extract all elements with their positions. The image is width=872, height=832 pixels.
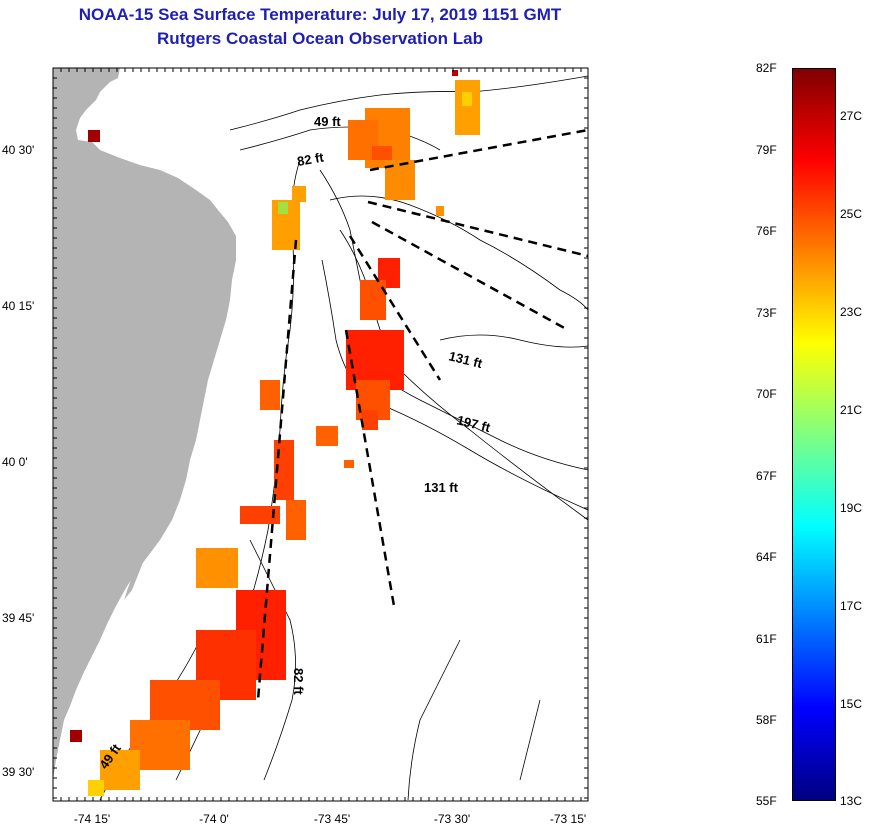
- map-frame: [52, 67, 589, 802]
- depth-label-82ft-top: 82 ft: [296, 149, 326, 169]
- colorbar-f-label: 73F: [756, 306, 777, 320]
- x-tick-2: -73 45': [313, 812, 351, 826]
- depth-label-131ft-low: 131 ft: [424, 480, 459, 495]
- land-barrier-island: [124, 460, 162, 600]
- colorbar-f-label: 70F: [756, 387, 777, 401]
- frame-ticks: [52, 67, 588, 801]
- map-subtitle: Rutgers Coastal Ocean Observation Lab: [157, 29, 483, 48]
- land-new-jersey: [53, 68, 236, 780]
- x-tick-4: -73 15': [549, 812, 587, 826]
- colorbar-f-label: 58F: [756, 713, 777, 727]
- colorbar-c-label: 23C: [840, 305, 863, 319]
- colorbar-c-label: 17C: [840, 599, 863, 613]
- y-tick-1: 40 15': [2, 299, 35, 313]
- x-tick-1: -74 0': [199, 812, 229, 826]
- colorbar-c-label: 25C: [840, 207, 863, 221]
- depth-label-49ft-top: 49 ft: [314, 114, 341, 129]
- colorbar-f-label: 67F: [756, 469, 777, 483]
- colorbar-c-label: 15C: [840, 697, 863, 711]
- colorbar-f-label: 61F: [756, 632, 777, 646]
- y-tick-3: 39 45': [2, 611, 35, 625]
- colorbar-f-label: 64F: [756, 550, 777, 564]
- colorbar-c-label: 21C: [840, 403, 863, 417]
- colorbar-c-label: 13C: [840, 794, 863, 808]
- colorbar-f-label: 82F: [756, 61, 777, 75]
- y-tick-0: 40 30': [2, 143, 35, 157]
- y-tick-4: 39 30': [2, 765, 35, 779]
- colorbar-c-label: 19C: [840, 501, 863, 515]
- depth-label-82ft-bottom: 82 ft: [291, 668, 306, 695]
- map-title: NOAA-15 Sea Surface Temperature: July 17…: [78, 5, 562, 24]
- colorbar-f-label: 79F: [756, 143, 777, 157]
- y-tick-2: 40 0': [2, 455, 28, 469]
- colorbar-f-label: 55F: [756, 794, 777, 808]
- x-tick-3: -73 30': [433, 812, 471, 826]
- colorbar-f-label: 76F: [756, 224, 777, 238]
- x-tick-0: -74 15': [73, 812, 111, 826]
- transect-lines: [256, 128, 589, 701]
- temperature-colorbar: [792, 68, 836, 801]
- colorbar-c-label: 27C: [840, 109, 863, 123]
